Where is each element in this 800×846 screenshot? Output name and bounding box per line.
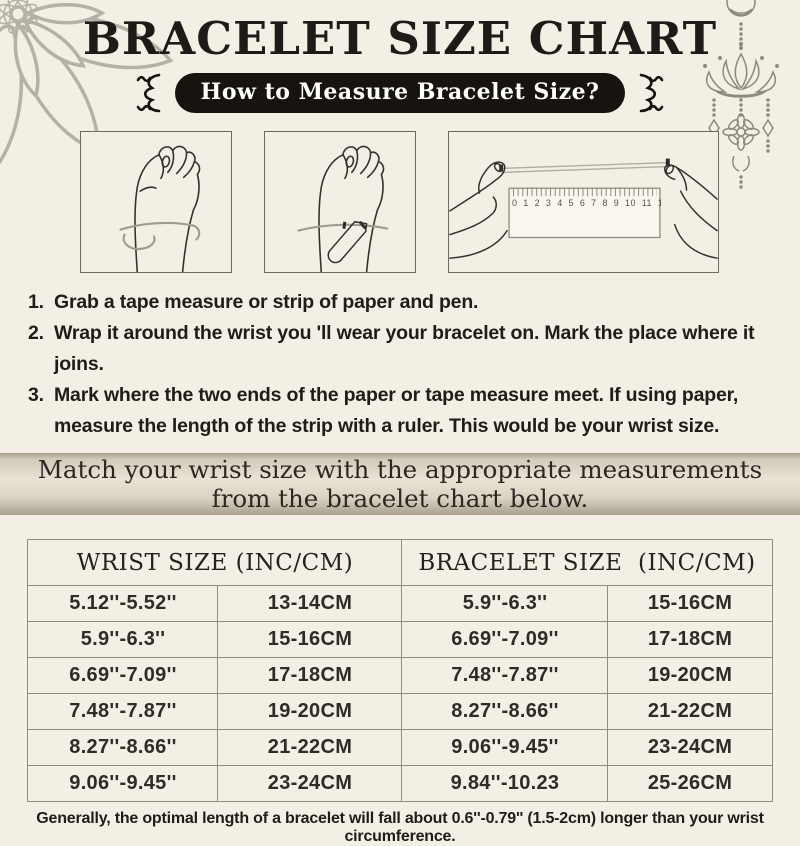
measure-illustrations: 0 1 2 3 4 5 6 7 8 9 10 11 12 13 14: [0, 131, 800, 273]
wrist-inch-cell: 6.69''-7.09'': [27, 657, 219, 694]
step-number: 2.: [28, 322, 44, 344]
table-row: 8.27''-8.66'' 21-22CM 9.06''-9.45'' 23-2…: [27, 729, 773, 766]
wrist-size-header: WRIST SIZE (INC/CM): [27, 539, 403, 586]
wrist-inch-cell: 5.9''-6.3'': [27, 621, 219, 658]
table-row: 6.69''-7.09'' 17-18CM 7.48''-7.87'' 19-2…: [27, 657, 773, 694]
table-row: 7.48''-7.87'' 19-20CM 8.27''-8.66'' 21-2…: [27, 693, 773, 730]
size-conversion-table: WRIST SIZE (INC/CM) BRACELET SIZE (INC/C…: [27, 539, 773, 802]
page-title: BRACELET SIZE CHART: [82, 12, 718, 65]
bracelet-size-header: BRACELET SIZE (INC/CM): [401, 539, 773, 586]
wrist-cm-cell: 21-22CM: [217, 729, 403, 766]
wrist-cm-cell: 19-20CM: [217, 693, 403, 730]
bracelet-inch-cell: 7.48''-7.87'': [401, 657, 609, 694]
wrist-inch-cell: 8.27''-8.66'': [27, 729, 219, 766]
bracelet-inch-cell: 9.84''-10.23: [401, 765, 609, 802]
bracelet-inch-cell: 6.69''-7.09'': [401, 621, 609, 658]
bracelet-cm-cell: 15-16CM: [607, 585, 773, 622]
step-text: Grab a tape measure or strip of paper an…: [54, 291, 479, 313]
table-header-row: WRIST SIZE (INC/CM) BRACELET SIZE (INC/C…: [27, 539, 773, 586]
bracelet-cm-cell: 25-26CM: [607, 765, 773, 802]
ruler-numbers: 0 1 2 3 4 5 6 7 8 9 10 11 12 13 14: [512, 198, 661, 208]
wrist-inch-cell: 9.06''-9.45'': [27, 765, 219, 802]
wrist-cm-cell: 17-18CM: [217, 657, 403, 694]
bracelet-cm-cell: 17-18CM: [607, 621, 773, 658]
how-to-measure-heading-row: How to Measure Bracelet Size?: [0, 70, 800, 116]
instruction-list: 1. Grab a tape measure or strip of paper…: [28, 287, 774, 442]
bracelet-cm-cell: 19-20CM: [607, 657, 773, 694]
bracelet-cm-cell: 21-22CM: [607, 693, 773, 730]
wrist-inch-cell: 5.12''-5.52'': [27, 585, 219, 622]
hand-with-pen-icon: [297, 145, 389, 273]
illustration-mark-with-pen: [264, 131, 416, 273]
step-number: 3.: [28, 384, 44, 406]
table-row: 5.9''-6.3'' 15-16CM 6.69''-7.09'' 17-18C…: [27, 621, 773, 658]
hands-with-ruler-icon: [449, 158, 718, 259]
instruction-step-3: 3. Mark where the two ends of the paper …: [28, 380, 774, 442]
banner-line-2: from the bracelet chart below.: [211, 484, 589, 513]
wrist-cm-cell: 23-24CM: [217, 765, 403, 802]
step-text: Mark where the two ends of the paper or …: [54, 384, 739, 437]
footer-note: Generally, the optimal length of a brace…: [36, 810, 764, 845]
bracelet-inch-cell: 8.27''-8.66'': [401, 693, 609, 730]
squiggle-left-icon: [136, 73, 160, 113]
banner-line-1: Match your wrist size with the appropria…: [37, 455, 763, 484]
illustration-measure-with-ruler: 0 1 2 3 4 5 6 7 8 9 10 11 12 13 14: [448, 131, 719, 273]
hand-with-string-icon: [119, 145, 201, 273]
step-text: Wrap it around the wrist you 'll wear yo…: [54, 322, 755, 375]
illustration-wrap-tape: [80, 131, 232, 273]
bracelet-inch-cell: 9.06''-9.45'': [401, 729, 609, 766]
wrist-inch-cell: 7.48''-7.87'': [27, 693, 219, 730]
wrist-cm-cell: 13-14CM: [217, 585, 403, 622]
squiggle-right-icon: [640, 73, 664, 113]
match-size-banner: Match your wrist size with the appropria…: [0, 453, 800, 515]
instruction-step-1: 1. Grab a tape measure or strip of paper…: [28, 287, 774, 318]
instruction-step-2: 2. Wrap it around the wrist you 'll wear…: [28, 318, 774, 380]
table-row: 9.06''-9.45'' 23-24CM 9.84''-10.23 25-26…: [27, 765, 773, 802]
table-row: 5.12''-5.52'' 13-14CM 5.9''-6.3'' 15-16C…: [27, 585, 773, 622]
how-to-measure-badge: How to Measure Bracelet Size?: [174, 73, 626, 113]
bracelet-cm-cell: 23-24CM: [607, 729, 773, 766]
wrist-cm-cell: 15-16CM: [217, 621, 403, 658]
step-number: 1.: [28, 291, 44, 313]
bracelet-inch-cell: 5.9''-6.3'': [401, 585, 609, 622]
